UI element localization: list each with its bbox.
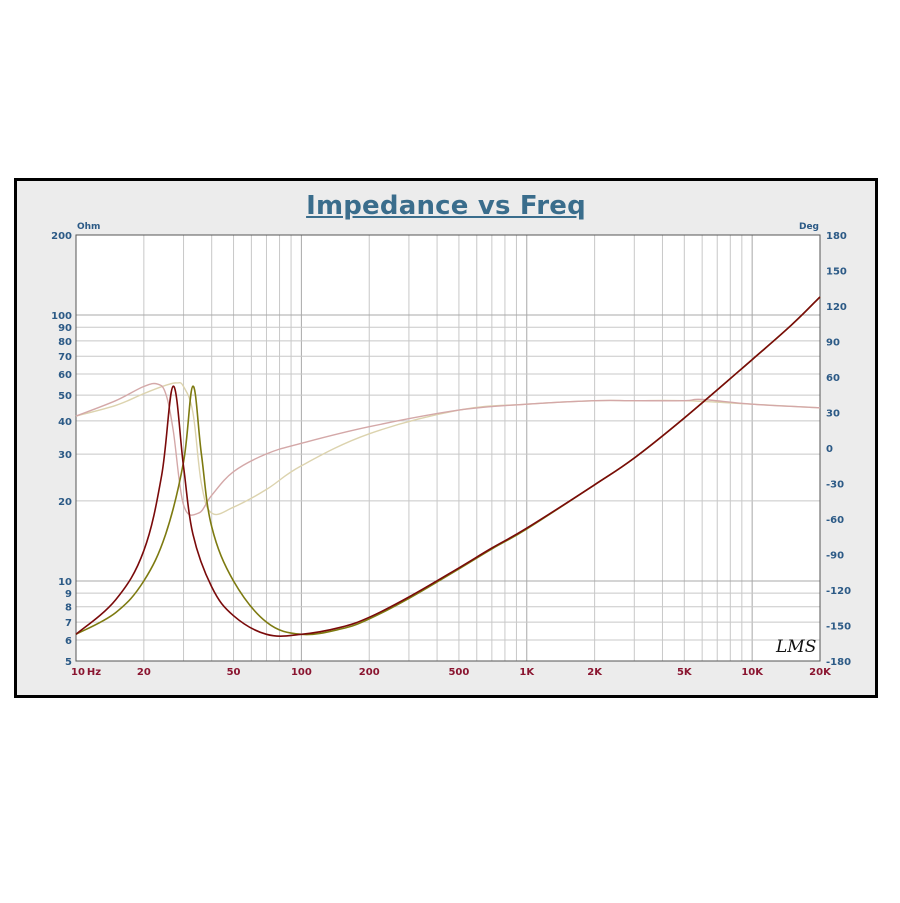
y-left-tick-label: 50 [58, 391, 72, 402]
impedance-curve-1 [75, 296, 821, 637]
y-left-tick-label: 7 [65, 618, 72, 629]
y-right-tick-label: -60 [826, 515, 844, 526]
chart-title: Impedance vs Freq [306, 191, 586, 221]
y-left-tick-label: 90 [58, 323, 72, 334]
y-left-tick-label: 70 [58, 352, 72, 363]
plot-border [75, 234, 821, 662]
y-left-tick-label: 9 [65, 589, 72, 600]
x-tick-label: 2K [587, 667, 603, 678]
x-tick-label: 500 [448, 667, 469, 678]
y-right-tick-label: -180 [826, 657, 851, 668]
y-left-tick-label: 100 [51, 311, 72, 322]
x-tick-label: 10K [741, 667, 764, 678]
x-tick-label: 20K [809, 667, 832, 678]
y-right-tick-label: -30 [826, 480, 844, 491]
y-right-tick-label: 120 [826, 302, 847, 313]
y-left-tick-label: 60 [58, 370, 72, 381]
chart-frame: Impedance vs Freq 5 6 7 8 9 10 20 30 40 50 60 70 80 9… [14, 178, 878, 698]
y-right-tick-label: 180 [826, 231, 847, 242]
y-right-tick-label: -120 [826, 586, 851, 597]
x-tick-label: 10 [71, 667, 85, 678]
y-left-tick-label: 200 [51, 231, 72, 242]
y-left-tick-label: 5 [65, 657, 72, 668]
y-left-tick-label: 30 [58, 450, 72, 461]
y-left-tick-label: 10 [58, 577, 72, 588]
y-right-tick-label: 60 [826, 373, 840, 384]
x-tick-label: 20 [137, 667, 151, 678]
y-right-tick-label: 0 [826, 444, 833, 455]
x-tick-label: 1K [519, 667, 535, 678]
x-tick-label: 50 [227, 667, 241, 678]
y-right-tick-label: 90 [826, 338, 840, 349]
y-left-tick-label: 80 [58, 337, 72, 348]
y-right-tick-label: -150 [826, 622, 851, 633]
grid-lines [75, 234, 821, 662]
y-left-tick-label: 8 [65, 603, 72, 614]
y-right-unit-label: Deg [799, 222, 819, 232]
phase-curve-1 [75, 382, 821, 516]
plot-area [75, 234, 821, 662]
lms-watermark: LMS [775, 637, 816, 657]
y-left-tick-label: 40 [58, 417, 72, 428]
y-right-tick-label: 150 [826, 267, 847, 278]
x-tick-label: 200 [359, 667, 380, 678]
y-right-tick-label: 30 [826, 409, 840, 420]
y-left-tick-label: 20 [58, 497, 72, 508]
y-left-unit-label: Ohm [77, 222, 100, 232]
y-left-tick-label: 6 [65, 636, 72, 647]
y-right-tick-label: -90 [826, 551, 844, 562]
x-tick-label: 5K [677, 667, 693, 678]
x-tick-label: 100 [291, 667, 312, 678]
x-unit-label: Hz [87, 667, 101, 678]
curves [75, 296, 821, 637]
